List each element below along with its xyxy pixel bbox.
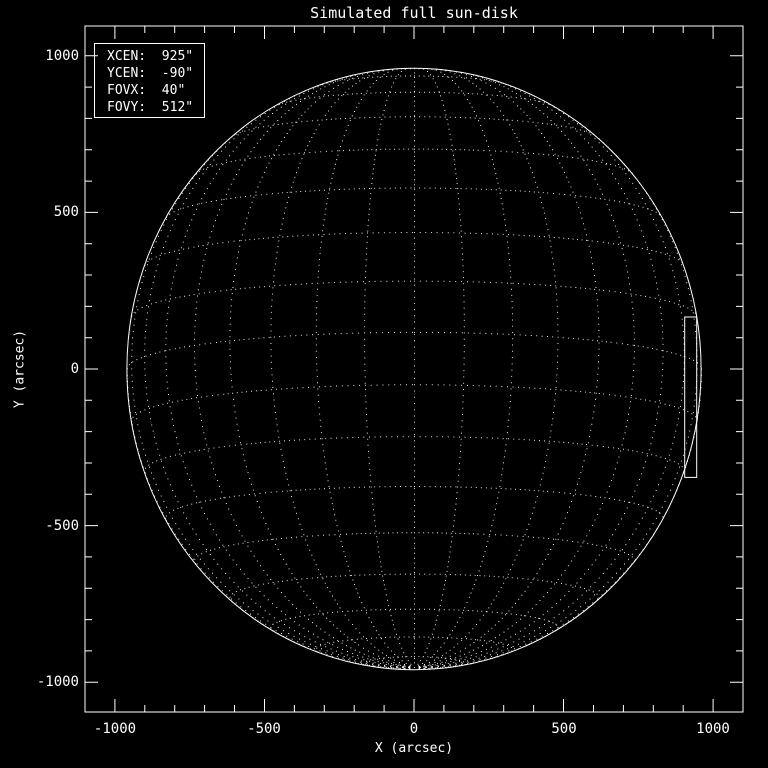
x-tick-label: -1000 [93,721,137,737]
x-tick-label: 500 [551,721,577,737]
solar-limb [126,67,702,671]
axis-ticks [85,26,743,712]
y-tick-label: 0 [70,361,79,377]
y-tick-label: 1000 [45,48,79,64]
x-tick-label: 0 [409,721,419,737]
fov-rectangle [684,316,698,478]
legend-line-fovy: FOVY: 512" [107,100,194,115]
x-axis-label: X (arcsec) [374,741,454,756]
plot-title: Simulated full sun-disk [310,4,518,22]
y-axis-label: Y (arcsec) [12,329,28,409]
pointing-legend-box: XCEN: 925" YCEN: -90" FOVX: 40" FOVY: 51… [94,43,205,118]
x-tick-label: -500 [247,721,281,737]
legend-line-ycen: YCEN: -90" [107,66,194,81]
legend-line-xcen: XCEN: 925" [107,49,194,64]
solar-grid-dots [126,68,702,670]
y-tick-label: -500 [45,518,79,534]
y-tick-label: -1000 [36,674,79,690]
legend-line-fovx: FOVX: 40" [107,83,186,98]
y-tick-label: 500 [53,204,79,220]
x-tick-label: 1000 [696,721,730,737]
